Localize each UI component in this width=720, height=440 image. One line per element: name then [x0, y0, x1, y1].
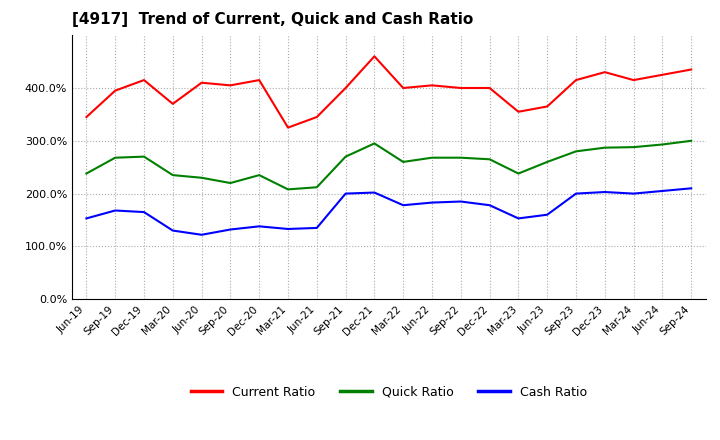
Current Ratio	[312, 114, 321, 120]
Cash Ratio	[312, 225, 321, 231]
Quick Ratio	[197, 175, 206, 180]
Line: Current Ratio: Current Ratio	[86, 56, 691, 128]
Quick Ratio	[312, 185, 321, 190]
Quick Ratio	[572, 149, 580, 154]
Line: Quick Ratio: Quick Ratio	[86, 141, 691, 189]
Quick Ratio	[370, 141, 379, 146]
Quick Ratio	[543, 159, 552, 165]
Quick Ratio	[456, 155, 465, 160]
Cash Ratio	[572, 191, 580, 196]
Quick Ratio	[629, 144, 638, 150]
Cash Ratio	[226, 227, 235, 232]
Cash Ratio	[255, 224, 264, 229]
Current Ratio	[543, 104, 552, 109]
Cash Ratio	[399, 202, 408, 208]
Quick Ratio	[658, 142, 667, 147]
Current Ratio	[687, 67, 696, 72]
Quick Ratio	[514, 171, 523, 176]
Cash Ratio	[82, 216, 91, 221]
Current Ratio	[370, 54, 379, 59]
Current Ratio	[168, 101, 177, 106]
Legend: Current Ratio, Quick Ratio, Cash Ratio: Current Ratio, Quick Ratio, Cash Ratio	[186, 381, 592, 404]
Cash Ratio	[543, 212, 552, 217]
Line: Cash Ratio: Cash Ratio	[86, 188, 691, 235]
Quick Ratio	[168, 172, 177, 178]
Current Ratio	[456, 85, 465, 91]
Cash Ratio	[197, 232, 206, 238]
Cash Ratio	[514, 216, 523, 221]
Cash Ratio	[600, 189, 609, 194]
Cash Ratio	[111, 208, 120, 213]
Current Ratio	[82, 114, 91, 120]
Current Ratio	[485, 85, 494, 91]
Current Ratio	[255, 77, 264, 83]
Quick Ratio	[485, 157, 494, 162]
Quick Ratio	[226, 180, 235, 186]
Cash Ratio	[485, 202, 494, 208]
Current Ratio	[514, 109, 523, 114]
Current Ratio	[197, 80, 206, 85]
Quick Ratio	[687, 138, 696, 143]
Quick Ratio	[140, 154, 148, 159]
Current Ratio	[399, 85, 408, 91]
Quick Ratio	[428, 155, 436, 160]
Cash Ratio	[370, 190, 379, 195]
Cash Ratio	[428, 200, 436, 205]
Cash Ratio	[341, 191, 350, 196]
Quick Ratio	[111, 155, 120, 160]
Current Ratio	[658, 72, 667, 77]
Cash Ratio	[687, 186, 696, 191]
Current Ratio	[341, 85, 350, 91]
Quick Ratio	[284, 187, 292, 192]
Current Ratio	[284, 125, 292, 130]
Current Ratio	[226, 83, 235, 88]
Quick Ratio	[341, 154, 350, 159]
Quick Ratio	[82, 171, 91, 176]
Quick Ratio	[399, 159, 408, 165]
Cash Ratio	[658, 188, 667, 194]
Current Ratio	[600, 70, 609, 75]
Text: [4917]  Trend of Current, Quick and Cash Ratio: [4917] Trend of Current, Quick and Cash …	[72, 12, 473, 27]
Current Ratio	[572, 77, 580, 83]
Current Ratio	[629, 77, 638, 83]
Cash Ratio	[456, 199, 465, 204]
Quick Ratio	[255, 172, 264, 178]
Quick Ratio	[600, 145, 609, 150]
Current Ratio	[428, 83, 436, 88]
Cash Ratio	[168, 228, 177, 233]
Current Ratio	[140, 77, 148, 83]
Cash Ratio	[140, 209, 148, 215]
Cash Ratio	[284, 226, 292, 231]
Cash Ratio	[629, 191, 638, 196]
Current Ratio	[111, 88, 120, 93]
